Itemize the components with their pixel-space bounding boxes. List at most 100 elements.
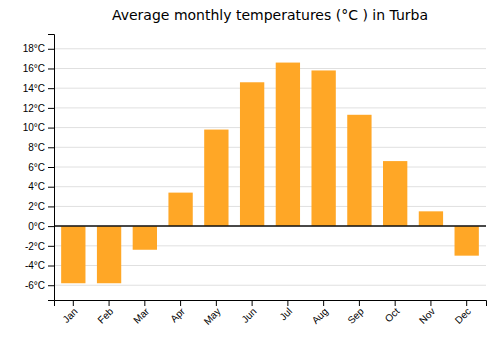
tick: 2°C xyxy=(28,201,54,212)
tick: Sep xyxy=(345,300,366,326)
tick-label: 4°C xyxy=(28,181,45,192)
tick-mark xyxy=(48,88,54,89)
chart: -6°C -4°C -2°C 0°C 2°C 4°C 6°C 8°C 10°C 12°C 14°C 1… xyxy=(0,0,500,350)
bar xyxy=(276,63,300,227)
tick-label: Jun xyxy=(239,306,258,325)
tick-mark xyxy=(48,285,54,286)
bar xyxy=(311,70,335,226)
tick-label: Oct xyxy=(383,306,402,325)
tick-mark xyxy=(359,300,360,306)
tick-mark xyxy=(48,266,54,267)
bar xyxy=(168,193,192,226)
tick-label: 0°C xyxy=(28,221,45,232)
tick: 18°C xyxy=(23,43,54,54)
bars xyxy=(54,63,486,284)
tick-mark xyxy=(73,300,74,306)
tick-label: 6°C xyxy=(28,162,45,173)
tick-label: -4°C xyxy=(25,260,45,271)
bar xyxy=(133,226,157,250)
grid-line xyxy=(54,285,486,286)
grid-line xyxy=(54,147,486,148)
tick-mark xyxy=(466,300,467,306)
grid xyxy=(54,49,486,285)
tick-mark xyxy=(48,68,54,69)
tick: Jun xyxy=(239,300,258,325)
tick-label: 14°C xyxy=(23,83,45,94)
tick: -6°C xyxy=(25,280,54,291)
grid-line xyxy=(54,88,486,89)
tick-mark xyxy=(395,300,396,306)
tick: 8°C xyxy=(28,142,54,153)
zero-line xyxy=(54,225,486,227)
bar xyxy=(97,226,121,283)
tick-label: Aug xyxy=(310,306,330,326)
tick: Oct xyxy=(383,300,402,324)
bar xyxy=(455,226,479,256)
tick: Jul xyxy=(277,300,294,322)
tick-label: Jul xyxy=(277,306,294,323)
tick-label: Dec xyxy=(453,306,473,326)
tick-mark xyxy=(48,49,54,50)
bar xyxy=(61,226,85,283)
tick-label: 12°C xyxy=(23,103,45,114)
tick-label: Sep xyxy=(345,305,366,326)
tick-mark xyxy=(48,128,54,129)
grid-line xyxy=(54,167,486,168)
tick-label: Mar xyxy=(131,305,151,325)
tick-label: Apr xyxy=(168,305,187,324)
tick: Nov xyxy=(417,300,437,326)
tick: -2°C xyxy=(25,241,54,252)
tick-label: Nov xyxy=(417,306,437,326)
tick-mark xyxy=(48,226,54,227)
tick-label: May xyxy=(202,306,223,327)
tick-mark xyxy=(48,108,54,109)
tick-mark xyxy=(287,300,288,306)
tick: May xyxy=(202,300,223,327)
y-axis: -6°C -4°C -2°C 0°C 2°C 4°C 6°C 8°C 10°C 12°C 14°C 1… xyxy=(23,35,55,301)
tick-mark xyxy=(48,167,54,168)
tick-mark xyxy=(144,300,145,306)
tick-mark xyxy=(109,300,110,306)
grid-line xyxy=(54,127,486,128)
tick: 6°C xyxy=(28,162,54,173)
bar xyxy=(383,161,407,226)
tick: Aug xyxy=(310,300,330,326)
tick-label: -2°C xyxy=(25,241,45,252)
tick-label: Feb xyxy=(95,305,115,325)
tick-label: -6°C xyxy=(25,280,45,291)
tick-label: 16°C xyxy=(23,63,45,74)
tick: Apr xyxy=(168,300,187,324)
grid-line xyxy=(54,48,486,49)
grid-line xyxy=(54,206,486,207)
tick-label: 18°C xyxy=(23,43,45,54)
tick-mark xyxy=(252,300,253,306)
title: Average monthly temperatures (°C ) in Tu… xyxy=(112,7,428,23)
tick-label: 2°C xyxy=(28,201,45,212)
grid-line xyxy=(54,226,486,227)
tick: Jan xyxy=(60,300,79,325)
grid-line xyxy=(54,68,486,69)
tick-mark xyxy=(216,300,217,306)
tick-mark xyxy=(48,246,54,247)
tick-mark xyxy=(48,187,54,188)
axis-line xyxy=(55,301,487,307)
tick: 10°C xyxy=(23,122,54,133)
tick: -4°C xyxy=(25,260,54,271)
bar xyxy=(347,115,371,226)
grid-line xyxy=(54,186,486,187)
tick: Dec xyxy=(453,300,473,326)
tick: 16°C xyxy=(23,63,54,74)
tick-mark xyxy=(430,300,431,306)
tick: 12°C xyxy=(23,103,54,114)
grid-line xyxy=(54,107,486,108)
bar xyxy=(204,130,228,227)
bar xyxy=(240,82,264,226)
tick-mark xyxy=(48,206,54,207)
tick-mark xyxy=(323,300,324,306)
tick-mark xyxy=(48,147,54,148)
tick-label: 8°C xyxy=(28,142,45,153)
tick-label: Jan xyxy=(60,306,79,325)
plot: -6°C -4°C -2°C 0°C 2°C 4°C 6°C 8°C 10°C 12°C 14°C 1… xyxy=(23,35,487,327)
tick: Feb xyxy=(95,300,115,326)
tick: Mar xyxy=(131,300,151,326)
